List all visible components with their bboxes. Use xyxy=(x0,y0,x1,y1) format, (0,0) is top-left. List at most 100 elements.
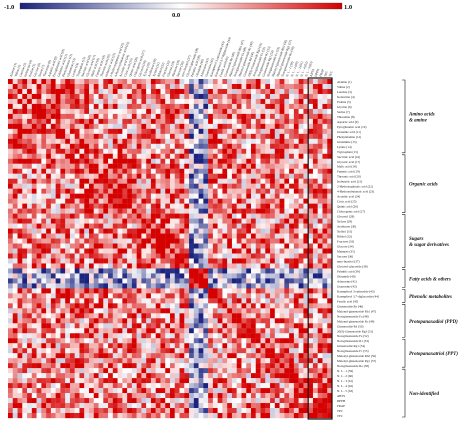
heatmap-cell xyxy=(208,103,214,110)
heatmap-cell xyxy=(289,158,295,164)
heatmap-cell xyxy=(31,93,37,100)
heatmap-cell xyxy=(127,313,133,319)
heatmap-cell xyxy=(89,278,94,284)
column-label: Adenosine (41) xyxy=(199,57,210,77)
heatmap-cell xyxy=(308,223,314,229)
heatmap-cell xyxy=(317,333,323,339)
heatmap-cell xyxy=(203,248,209,254)
heatmap-cell xyxy=(308,263,314,269)
heatmap-cell xyxy=(236,138,242,144)
heatmap-cell xyxy=(255,218,261,224)
heatmap-cell xyxy=(150,263,156,269)
heatmap-cell xyxy=(84,223,90,229)
heatmap-cell xyxy=(289,333,295,339)
heatmap-cell xyxy=(31,183,37,189)
heatmap-cell xyxy=(17,313,23,319)
heatmap-cell xyxy=(136,223,142,229)
column-label: Fumaric acid (19) xyxy=(95,55,107,78)
heatmap-cell xyxy=(265,298,271,304)
heatmap-cell xyxy=(141,183,147,189)
heatmap-cell xyxy=(208,98,214,105)
heatmap-cell xyxy=(112,203,118,209)
heatmap-cell xyxy=(174,143,180,149)
heatmap-cell xyxy=(12,408,18,414)
heatmap-cell xyxy=(198,248,204,254)
heatmap-cell xyxy=(255,263,261,269)
heatmap-cell xyxy=(203,258,209,264)
row-label: Malonyl-ginsenoside Rc (49) xyxy=(337,319,374,323)
heatmap-cell xyxy=(103,318,109,324)
heatmap-cell xyxy=(8,228,13,234)
heatmap-cell xyxy=(179,79,185,85)
heatmap-cell xyxy=(103,148,109,154)
heatmap-cell xyxy=(69,223,75,229)
heatmap-cell xyxy=(236,148,242,154)
group-label: Protopanaxadiol (PPD) xyxy=(409,320,458,325)
heatmap-cell xyxy=(189,98,194,105)
heatmap-cell xyxy=(46,333,52,339)
heatmap-cell xyxy=(303,338,309,344)
heatmap-cell xyxy=(150,393,156,399)
heatmap-cell xyxy=(303,388,309,394)
heatmap-cell xyxy=(303,273,309,279)
heatmap-cell xyxy=(22,238,28,244)
heatmap-cell xyxy=(8,268,13,274)
heatmap-cell xyxy=(222,233,228,239)
heatmap-cell xyxy=(284,293,290,299)
heatmap-cell xyxy=(246,313,252,319)
heatmap-cell xyxy=(17,288,23,294)
heatmap-cell xyxy=(41,398,47,404)
heatmap-cell xyxy=(208,378,214,384)
heatmap-cell xyxy=(284,228,290,234)
heatmap-cell xyxy=(160,383,166,389)
heatmap-cell xyxy=(131,168,137,174)
heatmap-cell xyxy=(251,318,256,324)
heatmap-cell xyxy=(98,243,104,249)
heatmap-cell xyxy=(93,213,99,219)
heatmap-cell xyxy=(170,318,175,324)
heatmap-cell xyxy=(308,363,314,369)
heatmap-cell xyxy=(131,373,137,379)
heatmap-cell xyxy=(131,193,137,199)
column-label: Guanosine (42) xyxy=(204,57,215,77)
heatmap-cell xyxy=(122,308,128,314)
heatmap-cell xyxy=(141,198,147,204)
heatmap-cell xyxy=(65,158,71,164)
heatmap-cell xyxy=(303,79,309,85)
heatmap-cell xyxy=(241,378,247,384)
heatmap-cell xyxy=(36,113,42,120)
heatmap-cell xyxy=(46,273,52,279)
heatmap-cell xyxy=(69,148,75,154)
heatmap-cell xyxy=(174,358,180,364)
heatmap-cell xyxy=(17,338,23,344)
heatmap-cell xyxy=(50,258,56,264)
heatmap-cell xyxy=(260,233,266,239)
heatmap-cell xyxy=(112,93,118,100)
heatmap-cell xyxy=(93,288,99,294)
heatmap-cell xyxy=(274,353,280,359)
heatmap-cell xyxy=(212,203,218,209)
heatmap-cell xyxy=(203,238,209,244)
heatmap-cell xyxy=(298,313,304,319)
heatmap-cell xyxy=(89,313,94,319)
heatmap-cell xyxy=(112,398,118,404)
heatmap-cell xyxy=(312,108,318,115)
heatmap-cell xyxy=(50,213,56,219)
heatmap-cell xyxy=(246,273,252,279)
heatmap-cell xyxy=(12,163,18,169)
heatmap-cell xyxy=(65,258,71,264)
heatmap-cell xyxy=(284,273,290,279)
heatmap-cell xyxy=(293,373,299,379)
heatmap-cell xyxy=(117,163,123,169)
heatmap-cell xyxy=(203,398,209,404)
heatmap-cell xyxy=(208,148,214,154)
heatmap-cell xyxy=(60,393,66,399)
heatmap-cell xyxy=(312,348,318,354)
heatmap-cell xyxy=(112,248,118,254)
heatmap-cell xyxy=(74,298,80,304)
heatmap-cell xyxy=(203,343,209,349)
heatmap-cell xyxy=(46,383,52,389)
heatmap-cell xyxy=(89,243,94,249)
heatmap-cell xyxy=(150,363,156,369)
heatmap-cell xyxy=(160,338,166,344)
